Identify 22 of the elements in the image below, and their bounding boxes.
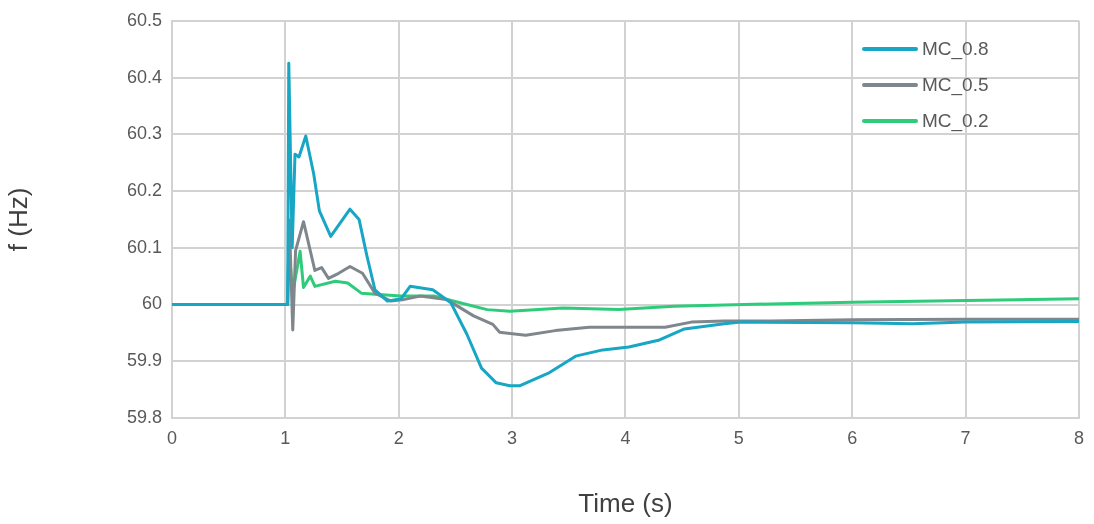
x-tick-label: 1: [280, 427, 291, 448]
y-tick-label: 59.8: [126, 406, 162, 427]
legend-label: MC_0.2: [921, 109, 989, 132]
x-tick-label: 6: [847, 427, 858, 448]
x-tick-label: 7: [960, 427, 971, 448]
y-tick-label: 59.9: [126, 350, 162, 371]
y-tick-label: 60.4: [126, 66, 162, 87]
legend-label: MC_0.8: [921, 37, 989, 60]
y-tick-label: 60: [141, 293, 162, 314]
x-tick-label: 2: [393, 427, 404, 448]
x-tick-label: 8: [1073, 427, 1084, 448]
y-tick-label: 60.1: [126, 236, 162, 257]
y-tick-label: 60.3: [126, 123, 162, 144]
x-tick-label: 0: [166, 427, 178, 448]
y-tick-label: 60.5: [126, 9, 162, 30]
y-tick-label: 60.2: [126, 180, 162, 200]
x-tick-label: 4: [620, 427, 631, 448]
x-axis-title: Time (s): [578, 487, 673, 518]
y-axis-title: f (Hz): [2, 187, 33, 252]
x-tick-label: 5: [733, 427, 744, 448]
x-tick-label: 3: [507, 427, 518, 448]
legend-label: MC_0.5: [921, 73, 989, 96]
